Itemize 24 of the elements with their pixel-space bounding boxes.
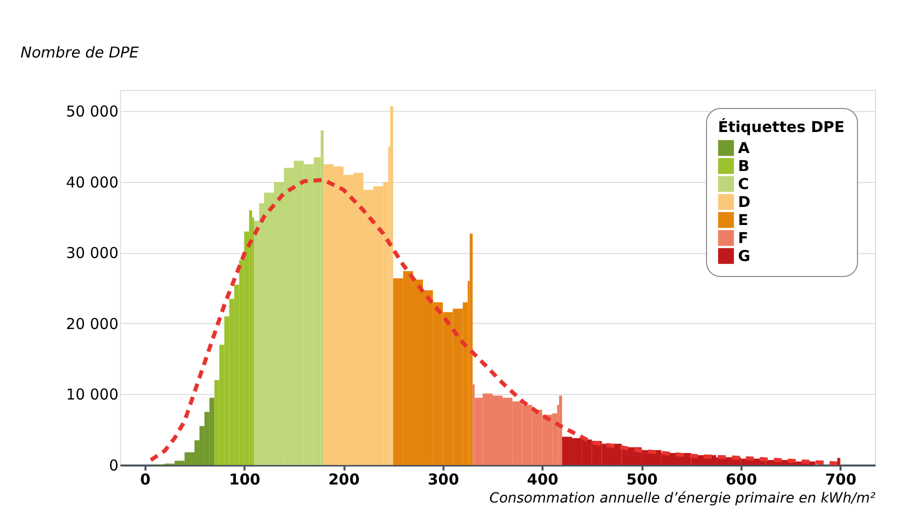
y-tick-label: 10 000 — [66, 386, 118, 404]
legend-label: A — [738, 139, 750, 157]
x-tick-label: 100 — [229, 470, 260, 488]
legend-label: D — [738, 193, 750, 211]
y-tick-label: 20 000 — [66, 314, 118, 333]
y-tick-label: 50 000 — [66, 102, 118, 121]
y-tick-label: 30 000 — [66, 244, 118, 262]
legend-label: B — [738, 157, 750, 175]
x-axis-title: Consommation annuelle d’énergie primaire en kWh/m² — [489, 490, 876, 506]
legend-label: F — [738, 229, 748, 247]
legend-title: Étiquettes DPE — [718, 118, 845, 136]
legend-label: C — [738, 175, 750, 193]
x-tick-label: 600 — [726, 470, 758, 488]
y-axis-title: Nombre de DPE — [20, 44, 140, 62]
x-tick-label: 0 — [140, 470, 151, 488]
x-tick-label: 400 — [527, 470, 558, 488]
x-tick-label: 700 — [825, 470, 856, 488]
legend-label: G — [738, 247, 750, 265]
x-tick-label: 500 — [626, 470, 658, 488]
x-tick-label: 300 — [428, 470, 460, 488]
y-tick-label: 0 — [108, 456, 118, 474]
y-tick-label: 40 000 — [66, 173, 118, 192]
x-tick-label: 200 — [328, 470, 360, 488]
legend-label: E — [738, 211, 748, 229]
